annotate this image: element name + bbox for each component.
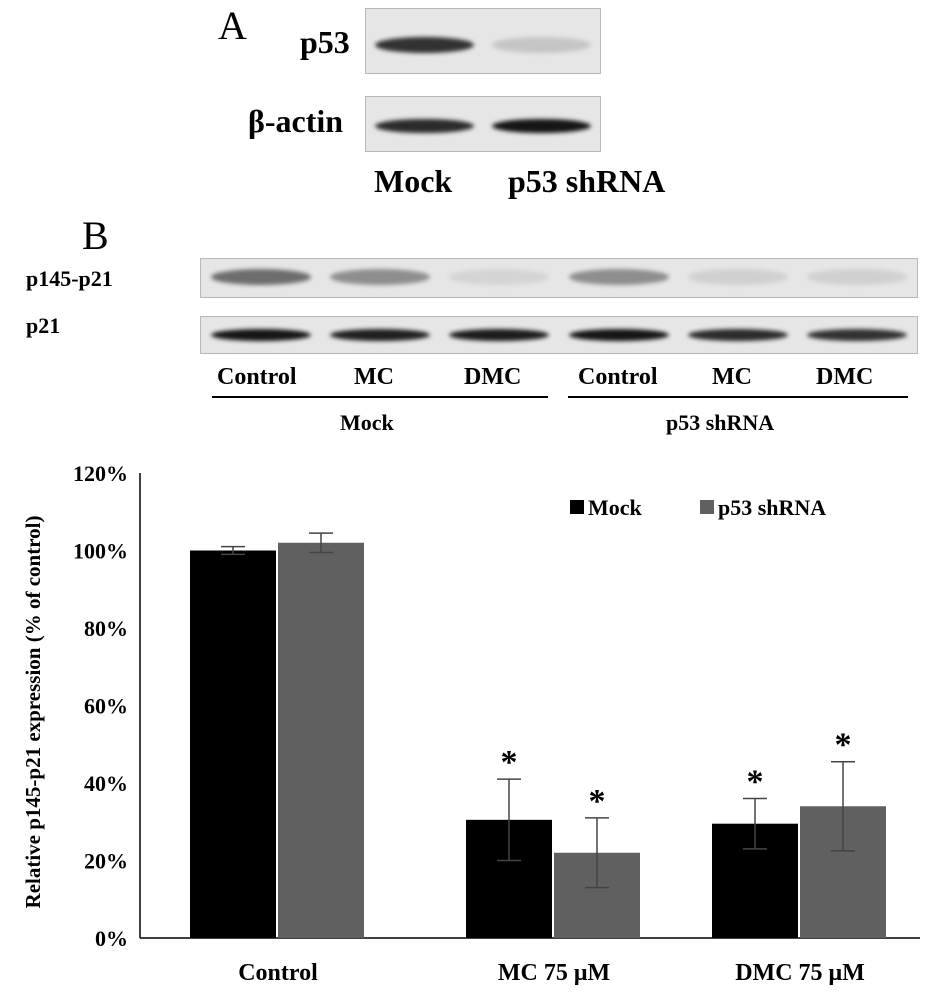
blot-b-lane1-label: Control [217,364,297,390]
blot-band [568,329,669,341]
significance-star: * [747,764,764,801]
y-tick-label: 40% [84,771,128,796]
blot-band [492,37,591,53]
blot-a-row1-label: p53 [300,24,350,60]
blot-band [329,269,431,285]
blot-band [210,329,311,341]
y-tick-label: 20% [84,849,128,874]
y-tick-label: 60% [84,694,128,719]
bar [190,550,276,938]
blot-band [568,269,669,285]
blot-band [375,119,474,133]
blot-a-row2-label: β-actin [248,103,344,139]
blot-band [329,329,431,341]
blot-band [687,269,789,285]
y-tick-label: 80% [84,616,128,641]
blot-band [210,269,311,285]
blot-a-row1 [365,8,601,74]
panel-a-letter: A [218,3,247,48]
significance-star: * [835,727,852,764]
blot-band [492,119,591,133]
significance-star: * [501,744,518,781]
y-tick-label: 100% [73,539,128,564]
x-category-label: MC 75 μM [498,960,610,986]
blot-b-row1-label: p145-p21 [26,266,113,291]
blot-b-lane2-label: MC [354,364,394,390]
blot-band [807,329,908,341]
blot-b-lane3-label: DMC [464,364,522,390]
legend-label: Mock [588,495,643,520]
blot-band [375,37,474,53]
legend-swatch [700,500,714,514]
bar [278,542,364,938]
blot-b-row1 [200,258,918,298]
x-category-label: Control [238,960,318,986]
blot-band [687,329,789,341]
legend-swatch [570,500,584,514]
blot-band [449,269,550,285]
blot-a-lane2-label: p53 shRNA [508,163,666,199]
y-tick-label: 120% [73,461,128,486]
panel-b-letter: B [82,213,109,258]
blot-b-lane6-label: DMC [816,364,874,390]
x-category-label: DMC 75 μM [735,960,865,986]
blot-a-lane1-label: Mock [374,163,453,199]
blot-b-lane5-label: MC [712,364,752,390]
group-underline-shrna [568,396,908,398]
bar-chart: Relative p145-p21 expression (% of contr… [21,461,920,986]
blot-band [807,269,908,285]
legend-label: p53 shRNA [718,495,826,520]
blot-a-row2 [365,96,601,152]
y-tick-label: 0% [95,926,128,951]
significance-star: * [589,783,606,820]
blot-band [449,329,550,341]
blot-b-lane4-label: Control [578,364,658,390]
group-underline-mock [212,396,548,398]
y-axis-label: Relative p145-p21 expression (% of contr… [21,516,45,909]
group-label-mock: Mock [340,410,394,435]
blot-b-row2-label: p21 [26,313,61,338]
group-label-shrna: p53 shRNA [666,410,775,435]
blot-b-row2 [200,316,918,354]
